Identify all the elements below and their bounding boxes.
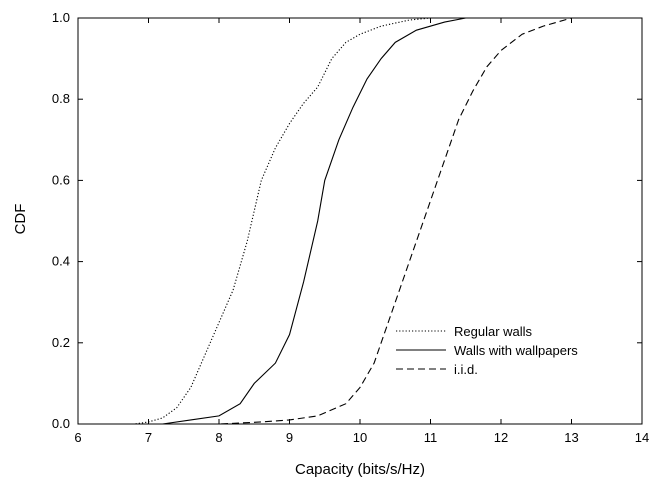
x-axis-title: Capacity (bits/s/Hz) (295, 461, 425, 478)
y-tick-label: 0.4 (52, 254, 70, 269)
y-tick-label: 0.6 (52, 172, 70, 187)
plot-frame (77, 17, 643, 425)
x-tick-label: 10 (353, 430, 367, 445)
x-tick-label: 12 (494, 430, 508, 445)
y-tick-label: 0.0 (52, 416, 70, 431)
x-axis-ticks: 6 7 8 9 10 11 12 13 14 (74, 18, 649, 445)
y-tick-label: 0.2 (52, 335, 70, 350)
legend-label: i.i.d. (454, 362, 478, 377)
x-tick-label: 8 (215, 430, 222, 445)
x-tick-label: 7 (145, 430, 152, 445)
x-tick-label: 14 (635, 430, 649, 445)
y-axis-ticks: 0.0 0.2 0.4 0.6 0.8 1.0 (52, 10, 642, 431)
legend-label: Walls with wallpapers (454, 343, 578, 358)
plot-series-group (78, 17, 642, 425)
series-line-dashed (78, 17, 642, 425)
y-tick-label: 0.8 (52, 91, 70, 106)
y-tick-label: 1.0 (52, 10, 70, 25)
legend: Regular walls Walls with wallpapers i.i.d. (396, 324, 578, 377)
series-line-solid (78, 17, 642, 425)
x-tick-label: 11 (424, 430, 438, 445)
x-tick-label: 9 (286, 430, 293, 445)
x-tick-label: 13 (564, 430, 578, 445)
series-line-dotted (78, 17, 642, 425)
legend-label: Regular walls (454, 324, 533, 339)
x-tick-label: 6 (74, 430, 81, 445)
y-axis-title: CDF (12, 204, 29, 235)
